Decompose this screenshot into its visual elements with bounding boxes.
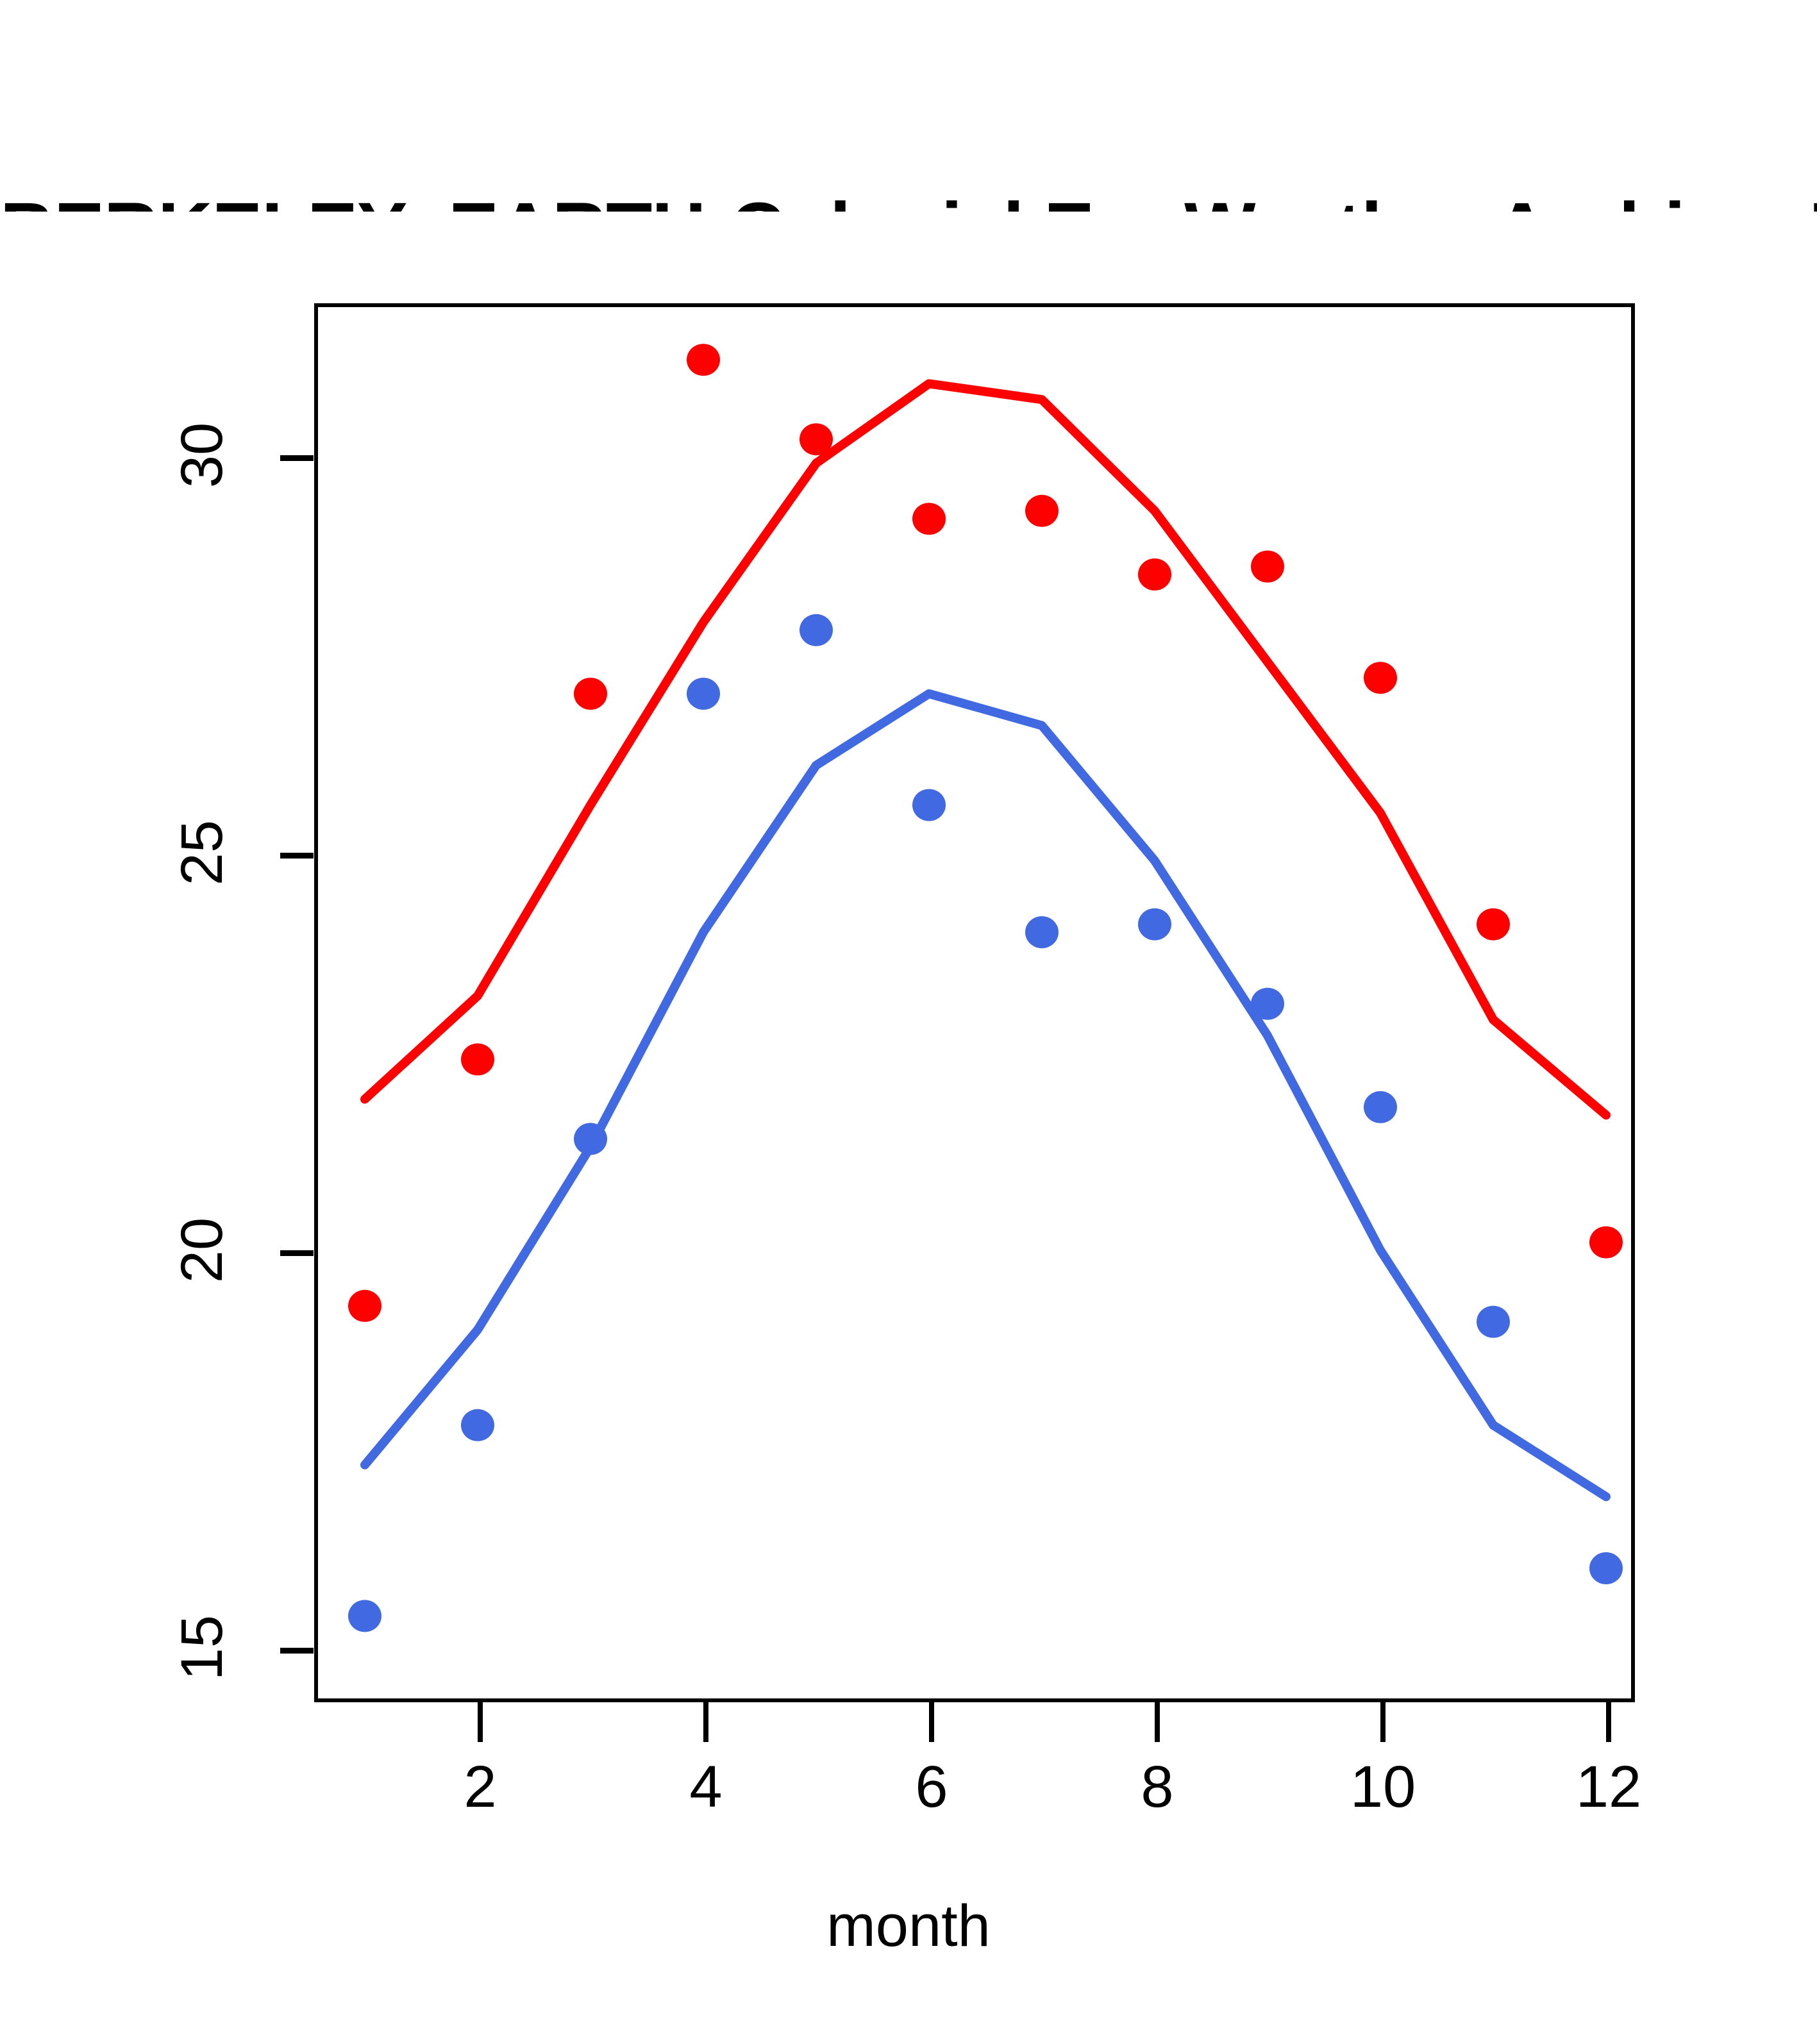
x-tick-label-10: 10 xyxy=(1350,1754,1416,1820)
x-tick-8 xyxy=(1155,1702,1160,1742)
x-tick-label-2: 2 xyxy=(464,1754,497,1820)
x-tick-label-4: 4 xyxy=(689,1754,723,1820)
y-tick-30 xyxy=(280,455,314,461)
plot-frame xyxy=(314,303,1635,1702)
x-tick-4 xyxy=(703,1702,708,1742)
x-tick-label-8: 8 xyxy=(1141,1754,1174,1820)
x-tick-label-12: 12 xyxy=(1575,1754,1642,1820)
chart-title: BERKELEY_EARTH-Colonial Era Weather Arch… xyxy=(0,185,1817,212)
x-tick-10 xyxy=(1380,1702,1386,1742)
x-tick-6 xyxy=(929,1702,934,1742)
y-tick-label-30: 30 xyxy=(169,422,235,489)
y-tick-25 xyxy=(280,853,314,859)
x-axis-title: month xyxy=(826,1893,991,1959)
y-tick-20 xyxy=(280,1250,314,1256)
y-tick-label-15: 15 xyxy=(169,1614,235,1681)
y-tick-label-20: 20 xyxy=(169,1217,235,1284)
y-tick-label-25: 25 xyxy=(169,819,235,886)
x-tick-label-6: 6 xyxy=(915,1754,948,1820)
x-tick-12 xyxy=(1606,1702,1611,1742)
x-tick-2 xyxy=(478,1702,483,1742)
chart-title-clip: BERKELEY_EARTH-Colonial Era Weather Arch… xyxy=(0,90,1817,212)
y-tick-15 xyxy=(280,1648,314,1654)
